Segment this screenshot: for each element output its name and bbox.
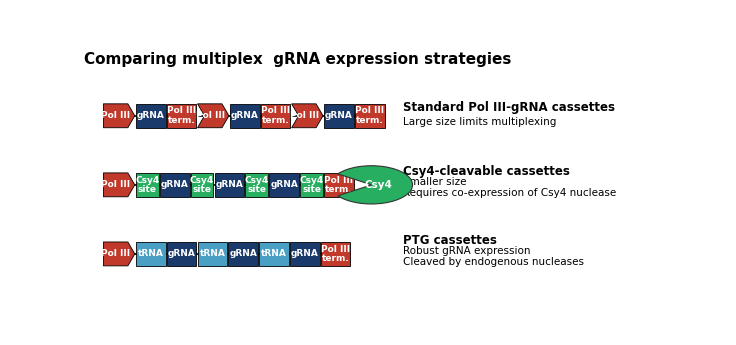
Text: tRNA: tRNA — [138, 249, 163, 258]
Text: Pol III: Pol III — [196, 111, 225, 120]
Text: Csy4-cleavable cassettes: Csy4-cleavable cassettes — [403, 165, 570, 178]
Text: Comparing multiplex  gRNA expression strategies: Comparing multiplex gRNA expression stra… — [84, 52, 511, 67]
Text: tRNA: tRNA — [199, 249, 225, 258]
Text: Large size limits multiplexing: Large size limits multiplexing — [403, 117, 556, 127]
FancyBboxPatch shape — [191, 173, 213, 197]
Text: gRNA: gRNA — [231, 111, 259, 120]
Text: PTG cassettes: PTG cassettes — [403, 234, 497, 247]
FancyBboxPatch shape — [261, 104, 291, 128]
Text: gRNA: gRNA — [229, 249, 257, 258]
Text: Csy4
site: Csy4 site — [300, 176, 324, 194]
Text: Requires co-expression of Csy4 nuclease: Requires co-expression of Csy4 nuclease — [403, 188, 616, 198]
Text: Pol III
term.: Pol III term. — [321, 245, 350, 263]
Text: gRNA: gRNA — [291, 249, 319, 258]
Polygon shape — [197, 104, 229, 128]
FancyBboxPatch shape — [136, 173, 159, 197]
Wedge shape — [338, 166, 413, 204]
FancyBboxPatch shape — [160, 173, 190, 197]
FancyBboxPatch shape — [324, 104, 354, 128]
FancyBboxPatch shape — [245, 173, 268, 197]
Polygon shape — [103, 173, 135, 197]
FancyBboxPatch shape — [321, 242, 350, 266]
Text: Csy4
site: Csy4 site — [245, 176, 269, 194]
FancyBboxPatch shape — [230, 104, 260, 128]
FancyBboxPatch shape — [167, 104, 197, 128]
FancyBboxPatch shape — [269, 173, 299, 197]
Text: Csy4
site: Csy4 site — [135, 176, 160, 194]
FancyBboxPatch shape — [259, 242, 289, 266]
Text: Csy4: Csy4 — [364, 180, 392, 190]
FancyBboxPatch shape — [197, 242, 227, 266]
Text: gRNA: gRNA — [160, 180, 188, 189]
Text: Pol III: Pol III — [290, 111, 319, 120]
Text: gRNA: gRNA — [270, 180, 298, 189]
Polygon shape — [103, 104, 135, 128]
Text: Pol III: Pol III — [101, 180, 130, 189]
FancyBboxPatch shape — [136, 242, 166, 266]
Text: gRNA: gRNA — [325, 111, 353, 120]
FancyBboxPatch shape — [215, 173, 244, 197]
FancyBboxPatch shape — [136, 104, 166, 128]
Text: Pol III
term.: Pol III term. — [167, 106, 196, 125]
FancyBboxPatch shape — [324, 173, 354, 197]
Text: gRNA: gRNA — [216, 180, 244, 189]
Text: Csy4
site: Csy4 site — [190, 176, 214, 194]
FancyBboxPatch shape — [167, 242, 197, 266]
Text: gRNA: gRNA — [137, 111, 165, 120]
FancyBboxPatch shape — [228, 242, 258, 266]
Text: Pol III: Pol III — [101, 111, 130, 120]
Text: Cleaved by endogenous nucleases: Cleaved by endogenous nucleases — [403, 257, 584, 267]
Polygon shape — [103, 242, 135, 266]
Text: Pol III
term.: Pol III term. — [355, 106, 384, 125]
FancyBboxPatch shape — [300, 173, 323, 197]
Text: gRNA: gRNA — [168, 249, 196, 258]
Text: Standard Pol III-gRNA cassettes: Standard Pol III-gRNA cassettes — [403, 101, 615, 114]
Text: Pol III
term.: Pol III term. — [261, 106, 290, 125]
FancyBboxPatch shape — [290, 242, 319, 266]
Polygon shape — [291, 104, 323, 128]
Text: tRNA: tRNA — [261, 249, 287, 258]
Text: Robust gRNA expression: Robust gRNA expression — [403, 246, 531, 256]
Text: Pol III
term.: Pol III term. — [325, 176, 353, 194]
Text: Smaller size: Smaller size — [403, 177, 467, 187]
FancyBboxPatch shape — [355, 104, 385, 128]
Text: Pol III: Pol III — [101, 249, 130, 258]
